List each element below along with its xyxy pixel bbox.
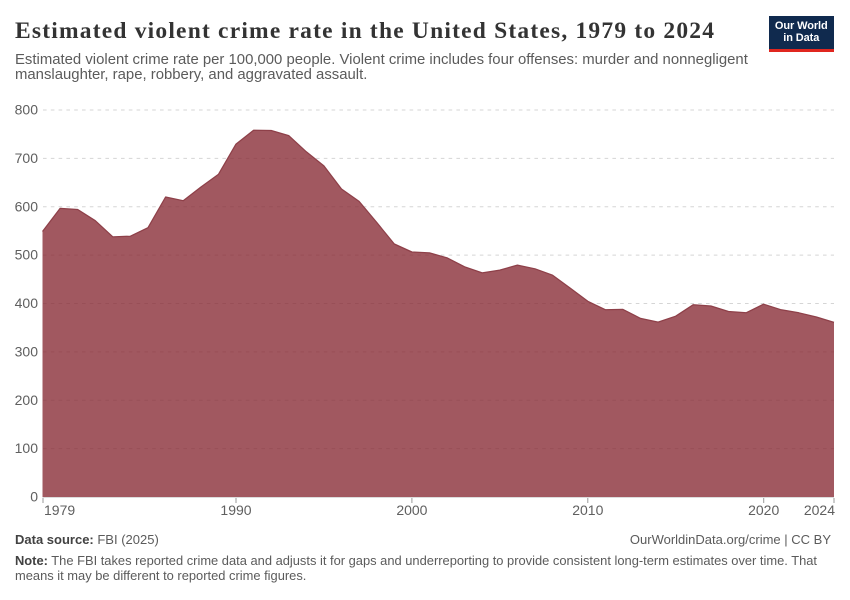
svg-text:700: 700: [15, 150, 39, 166]
svg-text:1990: 1990: [220, 502, 251, 518]
svg-text:1979: 1979: [44, 502, 75, 518]
svg-text:500: 500: [15, 247, 39, 263]
svg-text:400: 400: [15, 295, 39, 311]
svg-text:2000: 2000: [396, 502, 427, 518]
svg-text:2024: 2024: [804, 502, 835, 518]
svg-text:200: 200: [15, 392, 39, 408]
svg-text:2010: 2010: [572, 502, 603, 518]
svg-text:100: 100: [15, 440, 39, 456]
svg-text:300: 300: [15, 343, 39, 359]
svg-text:600: 600: [15, 198, 39, 214]
svg-text:800: 800: [15, 102, 39, 118]
svg-text:2020: 2020: [748, 502, 779, 518]
svg-text:0: 0: [30, 489, 38, 505]
